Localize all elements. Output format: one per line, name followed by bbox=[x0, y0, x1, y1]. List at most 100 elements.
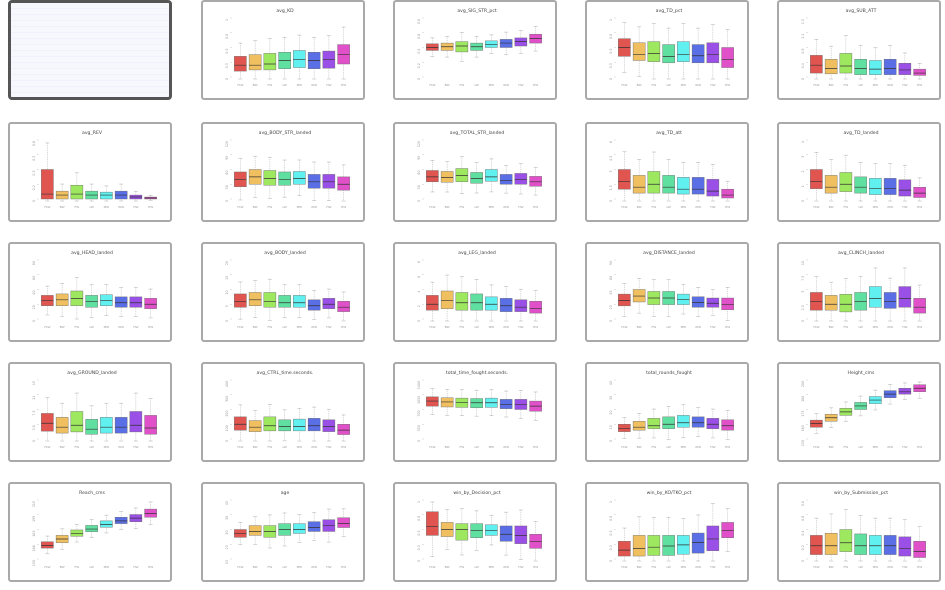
box-bw bbox=[632, 42, 646, 61]
box-hw bbox=[514, 173, 528, 185]
thumbnail-reach-cms[interactable]: Reach_cms 150 166 183 199 215 FLW BW FW LW MW WW HW H… bbox=[8, 482, 172, 582]
x-tick-label: LW bbox=[858, 325, 862, 329]
plot-title: avg_REV bbox=[82, 130, 103, 136]
plot-title: avg_SIG_STR_pct bbox=[457, 8, 497, 14]
x-tick-label: BW bbox=[60, 445, 65, 449]
y-tick-label: 0.3 bbox=[225, 63, 229, 68]
x-tick-label: BW bbox=[829, 83, 834, 87]
box-flw bbox=[810, 535, 823, 555]
x-tick-label: LW bbox=[282, 445, 286, 449]
thumbnail-avg-sig-str-pct[interactable]: avg_SIG_STR_pct 0 0.2 0.4 0.6 0.8 FLW BW FW LW MW W… bbox=[393, 0, 557, 100]
thumbnail-win-by-ko-tko-pct[interactable]: win_by_KO/TKO_pct 0 0.3 0.5 0.8 1 FLW BW FW LW MW W… bbox=[585, 482, 749, 582]
thumbnail-total-time-fought-seconds[interactable]: total_time_fought.seconds. 0 350 700 1050 140… bbox=[393, 362, 557, 462]
thumbnail-age[interactable]: age 15 23 30 38 45 FLW BW FW LW MW WW HW HW bbox=[201, 482, 365, 582]
box-hw bbox=[322, 298, 336, 309]
x-tick-label: BW bbox=[829, 445, 834, 449]
box-fw bbox=[455, 292, 469, 311]
x-tick-label: MW bbox=[489, 565, 495, 569]
box-hw bbox=[337, 176, 350, 191]
boxplot: total_time_fought.seconds. 0 350 700 1050 140… bbox=[417, 370, 542, 449]
thumbnail-total-rounds-fought[interactable]: total_rounds_fought 0 10 20 30 40 FLW BW FW LW MW W… bbox=[585, 362, 749, 462]
x-tick-label: HW bbox=[326, 565, 331, 569]
x-tick-label: LW bbox=[89, 205, 93, 209]
plot-title: avg_TOTAL_STR_landed bbox=[450, 130, 505, 136]
y-tick-label: 6 bbox=[417, 276, 421, 278]
x-tick-label: FLW bbox=[429, 325, 435, 329]
thumbnail-avg-body-str-landed[interactable]: avg_BODY_STR_landed 0 30 60 90 120 FLW BW FW LW MW… bbox=[201, 122, 365, 222]
x-tick-label: LW bbox=[666, 445, 670, 449]
thumbnail-avg-distance-landed[interactable]: avg_DISTANCE_landed 0 23 45 68 90 FLW BW FW LW MW W… bbox=[585, 242, 749, 342]
thumbnail-avg-td-landed[interactable]: avg_TD_landed 0 1 2 3 4 FLW BW FW LW MW WW HW HW bbox=[777, 122, 941, 222]
box-ww bbox=[691, 416, 705, 428]
thumbnail-avg-ground-landed[interactable]: avg_GROUND_landed 0 3.8 7.5 11 15 FLW BW FW LW MW W… bbox=[8, 362, 172, 462]
x-tick-label: LW bbox=[666, 565, 670, 569]
y-tick-label: 188 bbox=[801, 396, 805, 402]
box-mw bbox=[677, 41, 690, 62]
thumbnail-avg-head-landed[interactable]: avg_HEAD_landed 0 20 40 60 80 FLW BW FW LW MW WW HW H… bbox=[8, 242, 172, 342]
y-tick-label: 0.6 bbox=[32, 141, 36, 146]
box-flw bbox=[618, 293, 631, 307]
x-tick-label: FLW bbox=[621, 83, 627, 87]
x-tick-label: BW bbox=[445, 565, 450, 569]
y-tick-label: 1 bbox=[609, 501, 613, 503]
boxplot: win_by_Decision_pct 0 0.3 0.5 0.8 1 FLW BW FW LW M… bbox=[417, 490, 542, 569]
box-flw bbox=[426, 43, 439, 51]
x-tick-label: MW bbox=[681, 205, 687, 209]
thumbnail-avg-td-pct[interactable]: avg_TD_pct 0 0.3 0.5 0.8 1 FLW BW FW LW MW WW HW HW bbox=[585, 0, 749, 100]
x-tick-label: LW bbox=[474, 83, 478, 87]
box-bw bbox=[248, 292, 262, 306]
x-tick-label: WW bbox=[503, 565, 509, 569]
thumbnail-avg-ctrl-time-seconds[interactable]: avg_CTRL_time.seconds. 0 100 200 300 400 FLW BW… bbox=[201, 362, 365, 462]
x-tick-label: WW bbox=[695, 445, 701, 449]
box-lw bbox=[662, 44, 675, 64]
y-tick-label: 0 bbox=[32, 320, 36, 322]
y-tick-label: 1 bbox=[801, 185, 805, 187]
x-tick-label: HW bbox=[917, 83, 922, 87]
thumbnail-avg-sub-att[interactable]: avg_SUB_ATT 0 0.4 0.8 1.1 1.5 FLW BW FW LW MW WW HW H… bbox=[777, 0, 941, 100]
y-tick-label: 0 bbox=[801, 320, 805, 322]
x-tick-label: FW bbox=[268, 445, 273, 449]
x-tick-label: BW bbox=[60, 565, 65, 569]
box-mw bbox=[293, 295, 306, 308]
boxplot: avg_TD_pct 0 0.3 0.5 0.8 1 FLW BW FW LW MW WW HW HW bbox=[609, 8, 734, 87]
x-tick-label: HW bbox=[533, 565, 538, 569]
y-tick-label: 0 bbox=[417, 560, 421, 562]
thumbnail-avg-leg-landed[interactable]: avg_LEG_landed 0 2 4 6 8 FLW BW FW LW MW WW HW HW bbox=[393, 242, 557, 342]
plot-title: avg_TD_pct bbox=[656, 8, 683, 14]
x-tick-label: MW bbox=[104, 565, 110, 569]
x-tick-label: HW bbox=[710, 83, 715, 87]
x-tick-label: MW bbox=[104, 445, 110, 449]
thumbnail-avg-kd[interactable]: avg_KD 0 0.3 0.5 0.8 1 FLW BW FW LW MW WW HW HW bbox=[201, 0, 365, 100]
x-tick-label: HW bbox=[133, 565, 138, 569]
x-tick-label: MW bbox=[104, 325, 110, 329]
boxplot: total_rounds_fought 0 10 20 30 40 FLW BW FW LW MW W… bbox=[609, 370, 734, 449]
plot-title: age bbox=[281, 491, 290, 496]
thumbnail-avg-td-att[interactable]: avg_TD_att 0 1.5 3 4.5 6 FLW BW FW LW MW WW HW HW bbox=[585, 122, 749, 222]
box-ww bbox=[307, 521, 321, 532]
thumbnail-avg-clinch-landed[interactable]: avg_CLINCH_landed 0 2.5 5 7.5 10 FLW BW FW LW MW WW… bbox=[777, 242, 941, 342]
x-tick-label: WW bbox=[887, 565, 893, 569]
box-fw bbox=[70, 411, 84, 433]
box-hw bbox=[337, 424, 350, 435]
thumbnail-avg-body-landed[interactable]: avg_BODY_landed 0 5 10 15 20 FLW BW FW LW MW WW HW HW bbox=[201, 242, 365, 342]
x-tick-label: FW bbox=[460, 325, 465, 329]
x-tick-label: LW bbox=[858, 83, 862, 87]
x-tick-label: LW bbox=[858, 445, 862, 449]
x-tick-label: FLW bbox=[237, 83, 243, 87]
thumbnail-avg-total-str-landed[interactable]: avg_TOTAL_STR_landed 0 30 60 90 120 FLW BW FW LW M… bbox=[393, 122, 557, 222]
boxplot: age 15 23 30 38 45 FLW BW FW LW MW WW HW HW bbox=[225, 491, 350, 569]
thumbnail-win-by-submission-pct[interactable]: win_by_Submission_pct 0 0.2 0.4 0.6 0.8 FLW BW F… bbox=[777, 482, 941, 582]
boxplot: avg_GROUND_landed 0 3.8 7.5 11 15 FLW BW FW LW MW W… bbox=[32, 370, 157, 449]
y-tick-label: 6 bbox=[609, 141, 613, 143]
thumbnail-avg-rev[interactable]: avg_REV 0 0.2 0.3 0.5 0.6 FLW BW FW LW MW WW HW HW bbox=[8, 122, 172, 222]
x-tick-label: FW bbox=[652, 565, 657, 569]
x-tick-label: FLW bbox=[621, 565, 627, 569]
thumbnail-height-cms[interactable]: Height_cms 150 163 175 188 200 FLW BW FW LW MW WW HW… bbox=[777, 362, 941, 462]
x-tick-label: LW bbox=[666, 83, 670, 87]
x-tick-label: HW bbox=[917, 325, 922, 329]
y-tick-label: 0 bbox=[225, 200, 229, 202]
y-tick-label: 0.8 bbox=[417, 19, 421, 24]
x-tick-label: HW bbox=[533, 325, 538, 329]
thumbnail-win-by-decision-pct[interactable]: win_by_Decision_pct 0 0.3 0.5 0.8 1 FLW BW FW LW M… bbox=[393, 482, 557, 582]
thumbnail-selected[interactable] bbox=[8, 0, 172, 100]
